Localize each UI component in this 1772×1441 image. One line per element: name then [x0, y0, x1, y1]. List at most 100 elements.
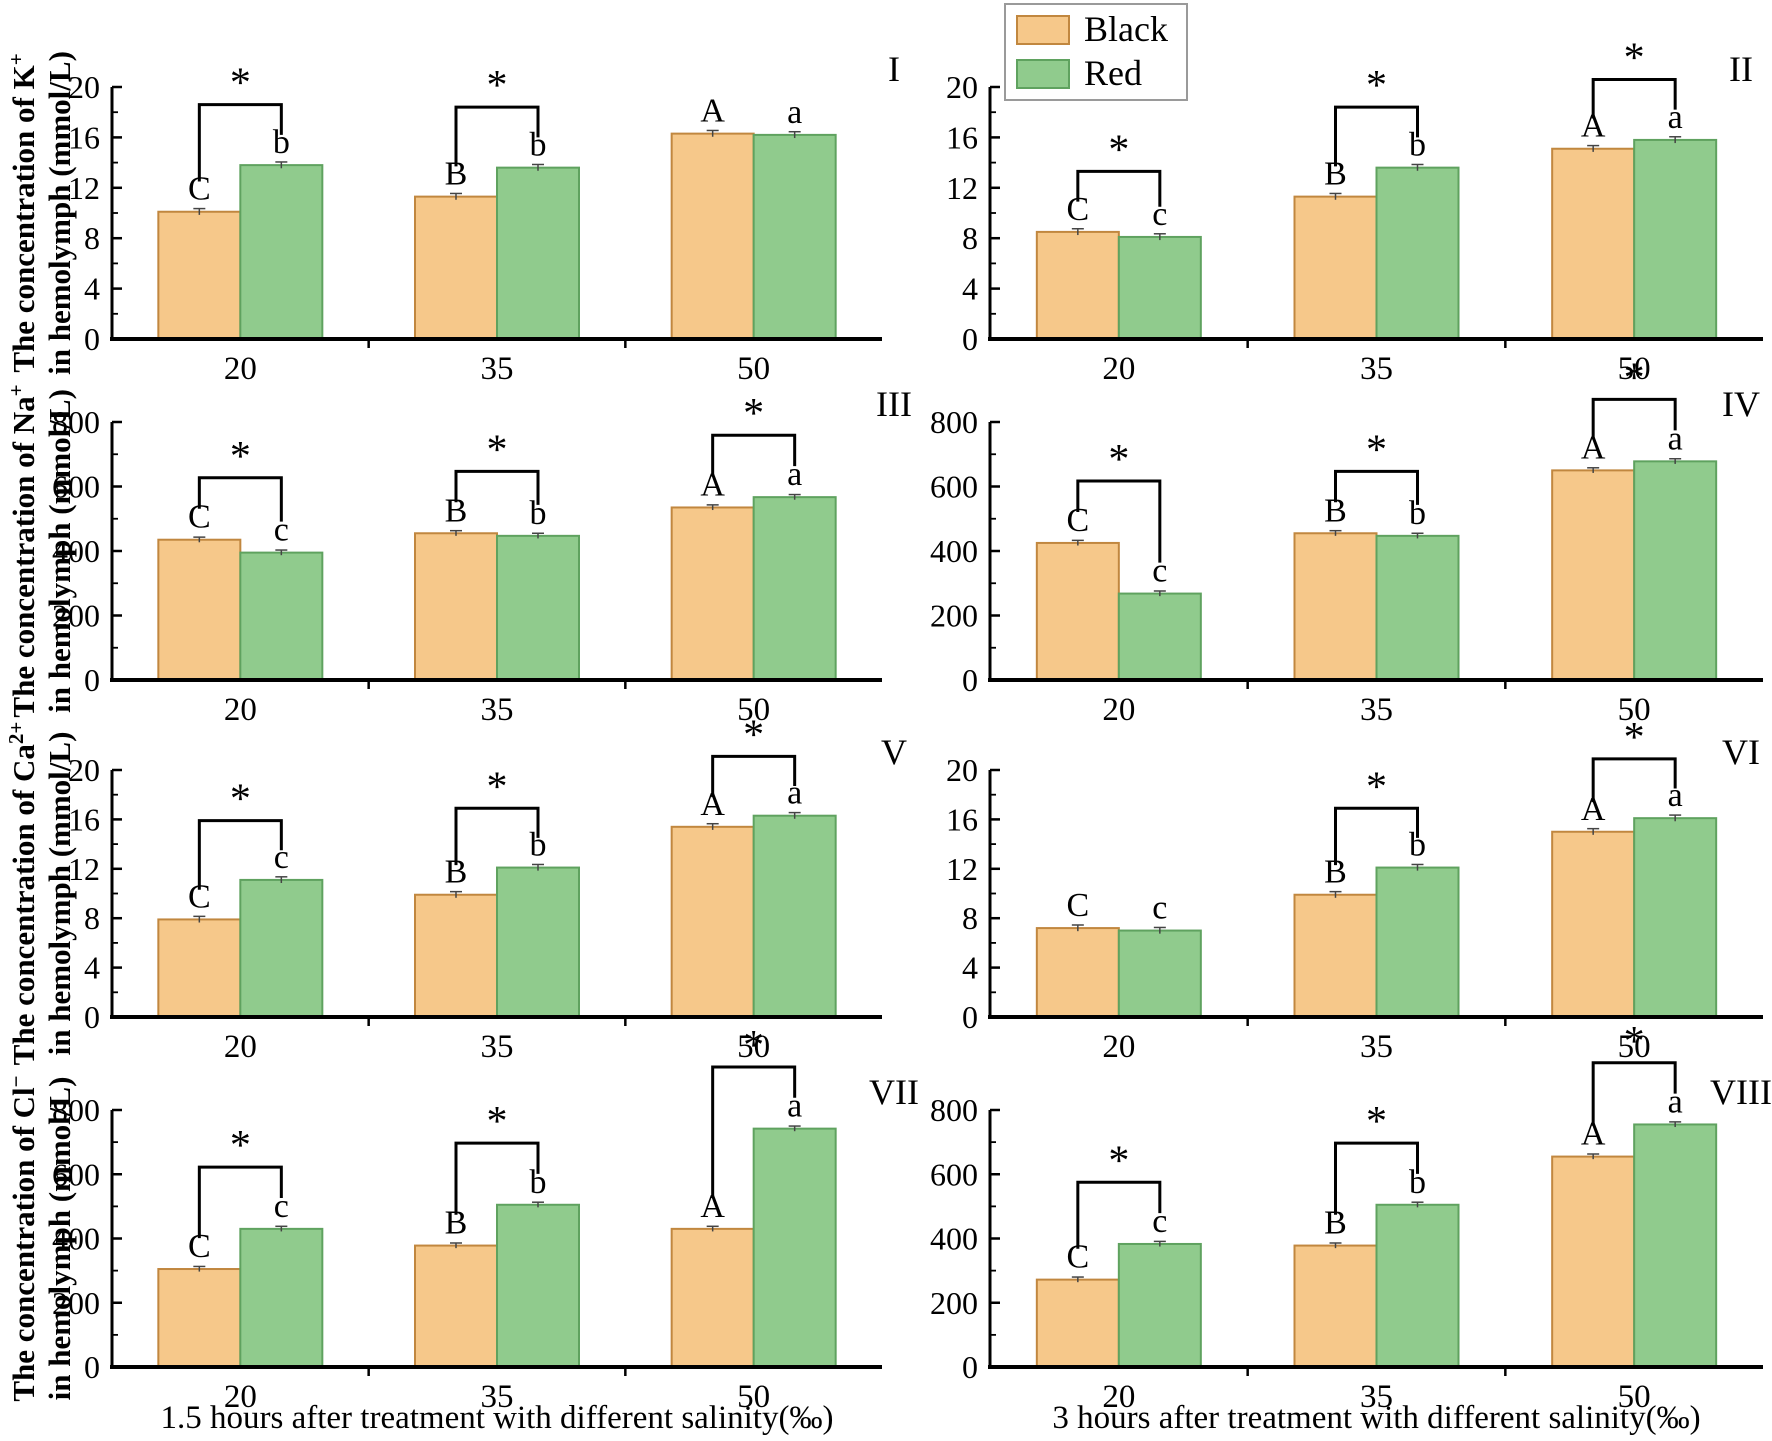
bar-black-20 [157, 538, 242, 682]
sig-letter: C [1066, 887, 1089, 924]
bar-red-20 [1117, 929, 1202, 1018]
y-tick-label: 600 [52, 469, 100, 505]
x-tick-label: 50 [737, 351, 770, 387]
sig-letter: b [530, 495, 547, 532]
sig-letter: A [700, 93, 725, 130]
sig-asterisk: * [487, 1099, 508, 1145]
sig-letter: b [1409, 827, 1426, 864]
panel-V: The concentration of Ca2+ in hemolymph (m… [4, 712, 907, 1065]
sig-letter: c [1152, 553, 1167, 590]
bar-black-35 [414, 1244, 498, 1369]
y-tick-label: 8 [84, 220, 100, 256]
y-axis-label-line2: in hemolymph (mmol/L) [42, 1077, 77, 1401]
bar-red-20 [239, 878, 324, 1018]
x-tick-label: 35 [1360, 692, 1393, 728]
y-tick-label: 200 [930, 1285, 978, 1321]
sig-letter: B [1324, 492, 1347, 529]
bar-black-50 [1551, 147, 1636, 340]
legend: Black Red [1004, 3, 1188, 101]
bar-black-35 [1293, 195, 1378, 340]
sig-letter: b [1409, 1164, 1426, 1201]
sig-asterisk: * [230, 61, 251, 107]
bar-red-20 [1117, 1242, 1202, 1369]
x-tick-label: 35 [1360, 1379, 1393, 1415]
x-tick-label: 35 [481, 1379, 514, 1415]
y-tick-label: 400 [52, 1221, 100, 1257]
panel-numeral-VII: VII [869, 1072, 919, 1112]
x-tick-label: 20 [224, 692, 257, 728]
x-tick-label: 50 [737, 1029, 770, 1065]
panel-numeral-I: I [888, 49, 900, 89]
y-tick-label: 600 [930, 469, 978, 505]
sig-bracket [454, 105, 540, 167]
y-tick-label: 8 [84, 900, 100, 936]
sig-bracket [1334, 806, 1419, 866]
legend-item-red: Red [1016, 54, 1168, 93]
panel-III: The concentration of Na+ in hemolymph (mm… [4, 384, 912, 728]
panel-VII: The concentration of Cl− in hemolymph (mm… [4, 1023, 919, 1415]
sig-letter: b [1409, 495, 1426, 532]
y-tick-label: 800 [930, 404, 978, 440]
y-tick-label: 0 [962, 999, 978, 1035]
bar-black-50 [1551, 469, 1636, 681]
sig-asterisk: * [1624, 715, 1645, 761]
sig-bracket [711, 1065, 797, 1199]
y-tick-label: 12 [68, 851, 100, 887]
sig-asterisk: * [1624, 35, 1645, 81]
sig-bracket [1076, 1180, 1162, 1249]
y-tick-label: 20 [946, 69, 978, 105]
y-axis-label-line1: The concentration of K+ [4, 53, 41, 372]
bar-red-50 [752, 133, 837, 340]
y-tick-label: 0 [84, 321, 100, 357]
x-tick-label: 20 [224, 1379, 257, 1415]
sig-letter: B [1324, 1205, 1347, 1242]
bar-red-35 [496, 866, 580, 1018]
sig-bracket [1334, 469, 1419, 505]
bar-black-20 [157, 1268, 242, 1369]
sig-asterisk: * [487, 427, 508, 473]
y-axis-label-line1: The concentration of Na+ [4, 384, 41, 717]
y-tick-label: 12 [946, 851, 978, 887]
bar-black-50 [670, 506, 755, 681]
panel-numeral-VI: VI [1722, 732, 1760, 772]
y-tick-label: 0 [84, 1349, 100, 1385]
y-tick-label: 800 [52, 404, 100, 440]
sig-letter: B [445, 156, 468, 193]
bar-red-50 [1633, 138, 1718, 340]
x-tick-label: 50 [737, 692, 770, 728]
bar-red-50 [752, 1127, 837, 1368]
sig-bracket [1076, 169, 1162, 207]
sig-letter: a [787, 775, 802, 812]
sig-bracket [1591, 1061, 1677, 1126]
sig-letter: C [188, 499, 211, 536]
bar-black-35 [414, 893, 498, 1018]
bar-red-35 [496, 166, 580, 340]
x-tick-label: 50 [1618, 692, 1651, 728]
sig-asterisk: * [1366, 427, 1387, 473]
x-tick-label: 20 [224, 1029, 257, 1065]
y-axis-label-line1: The concentration of Ca2+ [4, 722, 41, 1066]
sig-letter: B [445, 854, 468, 891]
sig-letter: c [274, 1188, 289, 1225]
y-tick-label: 4 [84, 271, 100, 307]
x-tick-label: 20 [1102, 1379, 1135, 1415]
sig-letter: b [530, 127, 547, 164]
sig-bracket [197, 476, 283, 522]
sig-asterisk: * [1108, 1138, 1129, 1184]
sig-bracket [197, 1165, 283, 1239]
sig-asterisk: * [1624, 1019, 1645, 1065]
sig-bracket [454, 469, 540, 505]
y-tick-label: 16 [946, 119, 978, 155]
y-tick-label: 600 [52, 1156, 100, 1192]
sig-letter: C [1066, 502, 1089, 539]
sig-asterisk: * [487, 764, 508, 810]
y-tick-label: 200 [52, 1285, 100, 1321]
x-tick-label: 35 [1360, 351, 1393, 387]
sig-letter: C [1066, 1239, 1089, 1276]
panel-numeral-VIII: VIII [1710, 1072, 1772, 1112]
y-tick-label: 600 [930, 1156, 978, 1192]
